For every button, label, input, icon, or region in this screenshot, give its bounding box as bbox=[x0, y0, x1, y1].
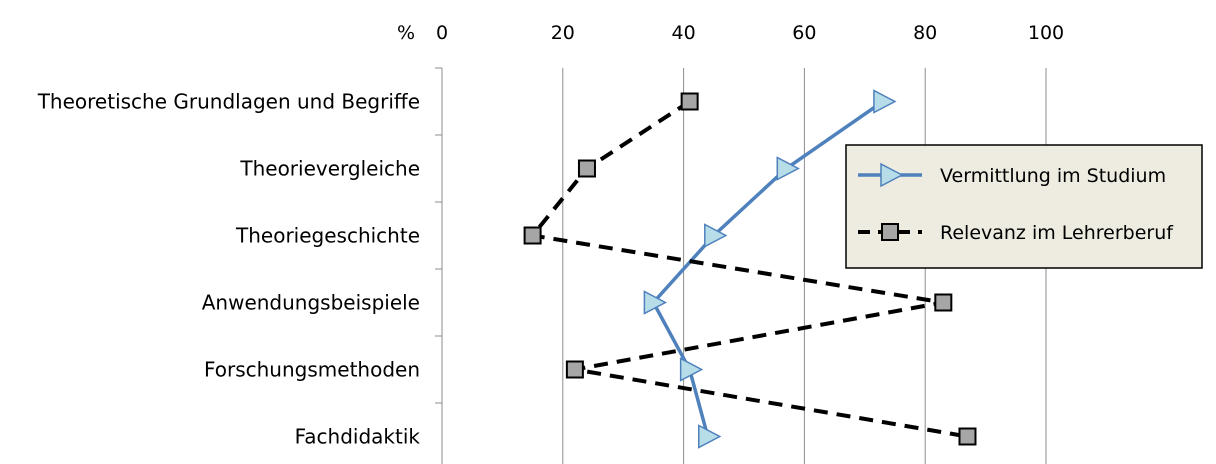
axis-unit-label: % bbox=[397, 22, 415, 44]
data-point bbox=[873, 89, 897, 114]
data-point bbox=[679, 357, 704, 382]
x-tick-label: 80 bbox=[913, 22, 937, 44]
series-vermittlung bbox=[643, 89, 897, 449]
legend-marker bbox=[881, 223, 899, 241]
axis-labels: % 0 20 40 60 80 100 bbox=[397, 22, 1064, 44]
category-labels: Theoretische Grundlagen und Begriffe Theo… bbox=[37, 90, 421, 449]
data-point bbox=[565, 360, 584, 379]
data-point bbox=[680, 92, 699, 111]
data-point bbox=[958, 427, 977, 446]
category-label: Theoriegeschichte bbox=[235, 224, 420, 248]
legend-box bbox=[845, 144, 1203, 269]
series-group bbox=[523, 89, 977, 449]
series-relevanz bbox=[523, 92, 977, 446]
data-point bbox=[643, 290, 668, 315]
data-point bbox=[776, 156, 800, 181]
grid bbox=[435, 67, 1047, 464]
series-line bbox=[651, 100, 884, 437]
category-label: Fachdidaktik bbox=[295, 425, 421, 449]
x-tick-label: 100 bbox=[1028, 22, 1064, 44]
category-label: Theorievergleiche bbox=[239, 157, 420, 181]
legend-marker bbox=[880, 162, 904, 188]
legend-entry: Vermittlung im Studium bbox=[940, 165, 1166, 187]
series-line bbox=[528, 99, 968, 439]
category-label: Theoretische Grundlagen und Begriffe bbox=[37, 90, 420, 114]
data-point bbox=[704, 223, 728, 248]
category-label: Forschungsmethoden bbox=[204, 358, 420, 382]
x-tick-label: 20 bbox=[551, 22, 575, 44]
x-tick-label: 60 bbox=[792, 22, 816, 44]
data-point bbox=[934, 293, 953, 312]
x-tick-label: 40 bbox=[672, 22, 696, 44]
data-point bbox=[698, 424, 722, 449]
data-point bbox=[523, 226, 542, 245]
legend-entry: Relevanz im Lehrerberuf bbox=[940, 222, 1174, 244]
x-tick-label: 0 bbox=[436, 22, 448, 44]
data-point bbox=[577, 159, 596, 178]
legend: Vermittlung im Studium Relevanz im Lehrer… bbox=[845, 144, 1203, 269]
category-label: Anwendungsbeispiele bbox=[202, 291, 420, 315]
